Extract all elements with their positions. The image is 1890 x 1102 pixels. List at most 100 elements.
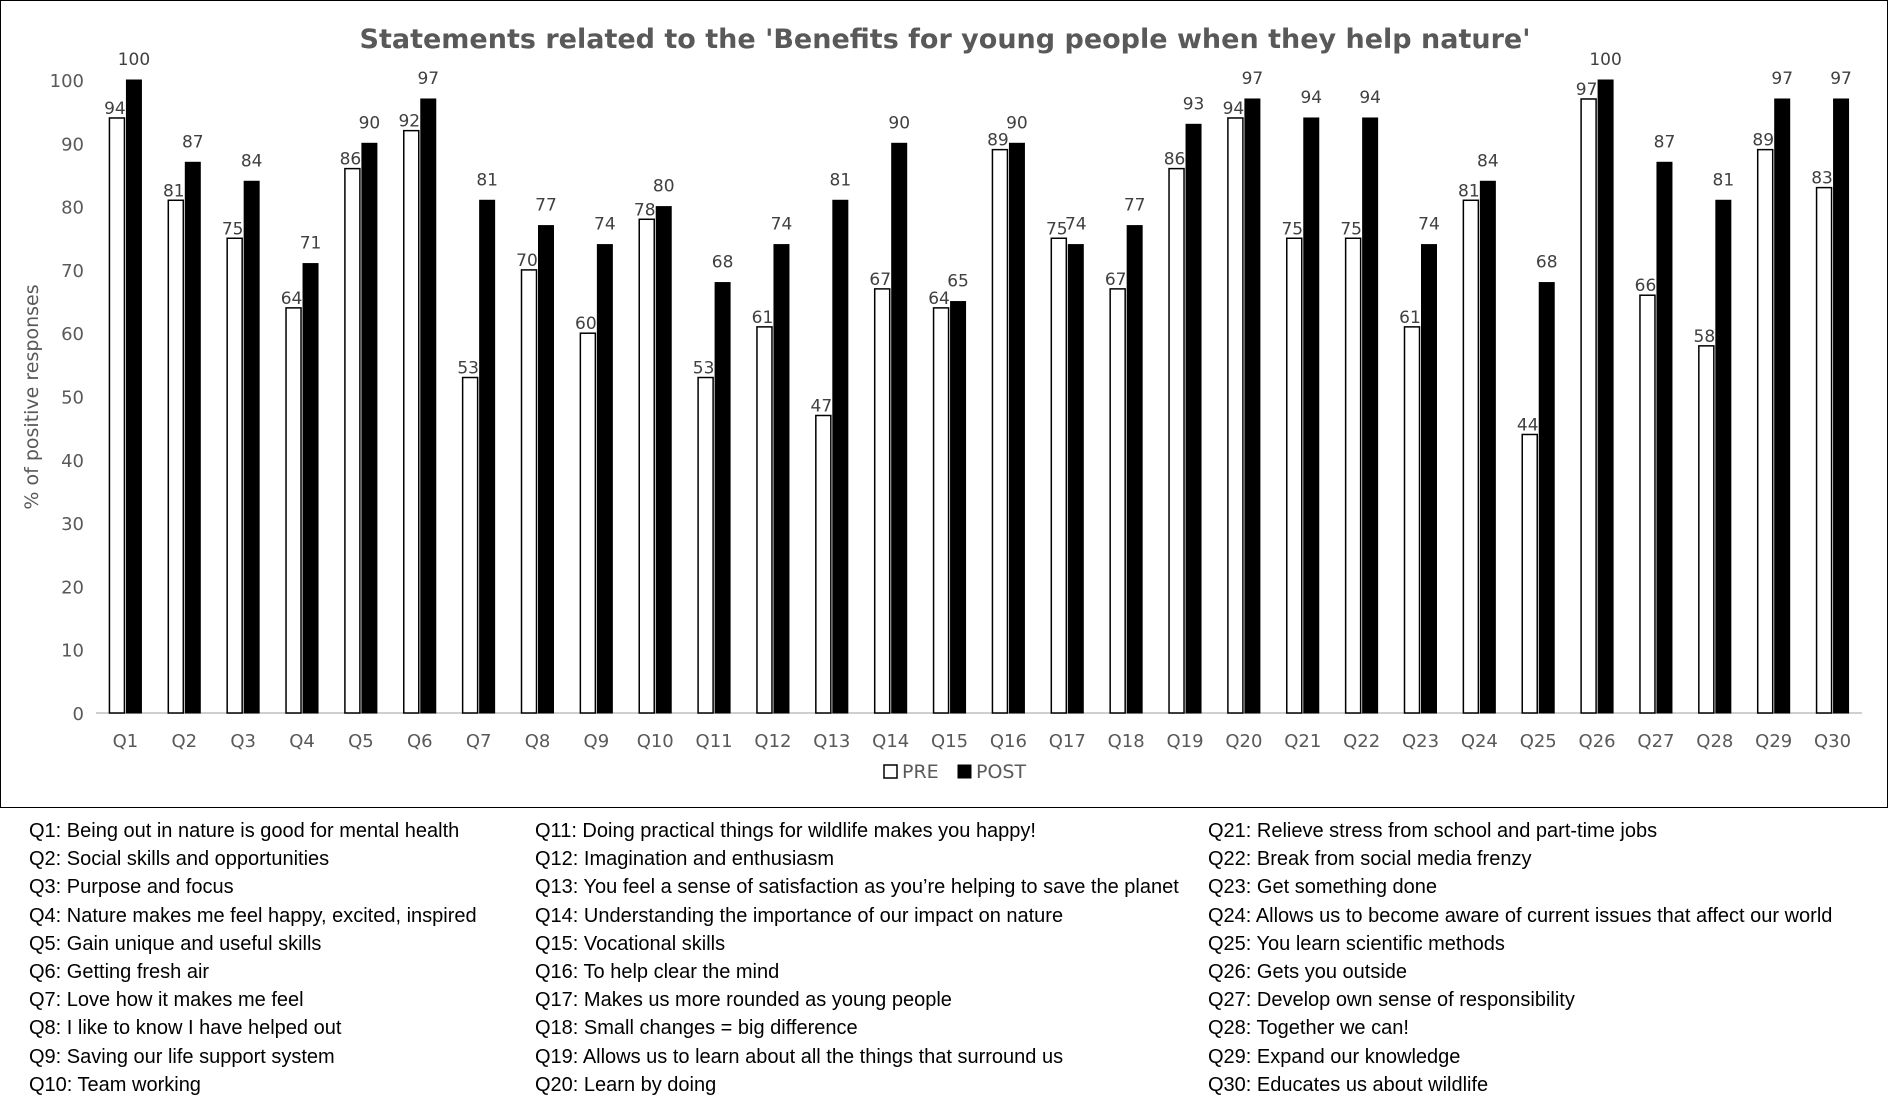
data-label-post: 81	[476, 170, 498, 190]
data-label-pre: 64	[281, 289, 303, 309]
bar-post-q8	[538, 225, 554, 714]
data-label-pre: 70	[516, 251, 538, 271]
question-legend: Q1: Being out in nature is good for ment…	[0, 808, 1890, 1102]
category-label: Q2	[171, 731, 197, 752]
bar-pre-q7	[461, 376, 479, 714]
category-label: Q15	[931, 731, 968, 752]
bar-post-q1	[125, 79, 142, 714]
category-label: Q21	[1284, 731, 1321, 752]
data-label-pre: 67	[1105, 270, 1127, 290]
question-note: Q4: Nature makes me feel happy, excited,…	[29, 904, 477, 927]
data-label-post: 74	[1418, 215, 1440, 235]
bar-post-q20	[1244, 98, 1261, 714]
data-label-pre: 75	[1281, 219, 1303, 239]
category-label: Q3	[230, 731, 256, 752]
bar-post-q29	[1774, 98, 1791, 714]
data-label-pre: 83	[1811, 169, 1833, 189]
data-label-post: 90	[888, 113, 910, 133]
data-label-post: 97	[417, 69, 439, 89]
question-note: Q25: You learn scientific methods	[1208, 932, 1505, 955]
question-note: Q20: Learn by doing	[535, 1073, 717, 1096]
bar-chart: Statements related to the 'Benefits for …	[21, 24, 1862, 783]
bar-pre-q9	[579, 332, 597, 714]
y-tick-label: 90	[61, 134, 84, 155]
data-label-post: 74	[1065, 215, 1087, 235]
y-tick-label: 40	[61, 451, 84, 472]
bar-pre-q22	[1344, 237, 1362, 714]
data-label-post: 71	[300, 234, 322, 254]
bar-pre-q18	[1109, 288, 1126, 714]
question-note: Q29: Expand our knowledge	[1208, 1045, 1461, 1068]
data-label-post: 74	[594, 215, 616, 235]
data-label-pre: 78	[634, 200, 656, 220]
bar-post-q18	[1126, 225, 1143, 714]
data-label-post: 100	[1589, 50, 1621, 70]
data-label-post: 81	[830, 170, 852, 190]
data-label-post: 74	[771, 215, 793, 235]
bar-post-q23	[1421, 244, 1437, 714]
data-label-post: 87	[1654, 132, 1676, 152]
chart-frame	[0, 0, 1888, 808]
data-label-pre: 67	[869, 270, 891, 290]
bar-pre-q5	[344, 167, 361, 714]
data-label-pre: 81	[163, 181, 185, 201]
bar-pre-q17	[1050, 237, 1068, 714]
question-note: Q9: Saving our life support system	[29, 1045, 335, 1068]
data-label-pre: 47	[811, 396, 833, 416]
category-label: Q10	[637, 731, 674, 752]
data-label-pre: 53	[457, 359, 479, 379]
data-label-post: 90	[1006, 113, 1028, 133]
data-label-post: 90	[359, 113, 381, 133]
question-note: Q14: Understanding the importance of our…	[535, 904, 1064, 927]
question-note: Q24: Allows us to become aware of curren…	[1208, 904, 1833, 927]
category-label: Q22	[1343, 731, 1380, 752]
question-note: Q3: Purpose and focus	[29, 876, 234, 899]
bar-pre-q2	[167, 199, 185, 714]
category-label: Q23	[1402, 731, 1439, 752]
data-label-post: 68	[1536, 253, 1558, 273]
question-note: Q1: Being out in nature is good for ment…	[29, 820, 460, 842]
category-label: Q16	[990, 731, 1027, 752]
data-label-post: 97	[1830, 69, 1852, 89]
legend-label-pre: PRE	[902, 761, 939, 783]
bar-pre-q26	[1580, 98, 1597, 714]
question-note: Q26: Gets you outside	[1208, 961, 1408, 983]
question-note: Q17: Makes us more rounded as young peop…	[535, 989, 952, 1012]
question-note: Q18: Small changes = big difference	[535, 1017, 858, 1040]
category-label: Q1	[113, 731, 139, 752]
bar-pre-q16	[991, 148, 1009, 714]
bar-post-q12	[773, 244, 790, 714]
category-label: Q8	[525, 731, 551, 752]
data-label-pre: 44	[1517, 415, 1539, 435]
bar-pre-q27	[1639, 294, 1656, 714]
data-label-pre: 58	[1694, 327, 1716, 347]
bar-pre-q4	[285, 307, 302, 714]
y-tick-label: 60	[61, 324, 84, 345]
data-label-post: 94	[1300, 88, 1322, 108]
question-note: Q27: Develop own sense of responsibility	[1208, 989, 1575, 1012]
y-tick-label: 80	[61, 198, 84, 219]
bar-pre-q8	[520, 269, 538, 714]
bar-post-q24	[1479, 180, 1496, 714]
data-label-pre: 61	[752, 308, 774, 328]
bar-post-q11	[714, 282, 731, 714]
category-label: Q6	[407, 731, 433, 752]
data-label-pre: 97	[1576, 80, 1598, 100]
data-label-pre: 53	[693, 359, 715, 379]
bar-pre-q21	[1286, 237, 1303, 714]
data-label-pre: 75	[1046, 219, 1068, 239]
bar-pre-q15	[932, 307, 950, 714]
category-label: Q18	[1108, 731, 1145, 752]
data-label-post: 80	[653, 177, 675, 197]
category-label: Q27	[1637, 731, 1674, 752]
data-label-post: 84	[241, 151, 263, 171]
data-label-post: 84	[1477, 151, 1499, 171]
data-label-post: 97	[1242, 69, 1264, 89]
question-note: Q10: Team working	[29, 1073, 201, 1096]
data-label-post: 65	[947, 272, 969, 292]
bar-post-q25	[1538, 282, 1555, 714]
question-note: Q15: Vocational skills	[535, 932, 726, 955]
question-note: Q7: Love how it makes me feel	[29, 989, 304, 1012]
bar-post-q4	[302, 263, 319, 714]
category-label: Q13	[813, 731, 850, 752]
